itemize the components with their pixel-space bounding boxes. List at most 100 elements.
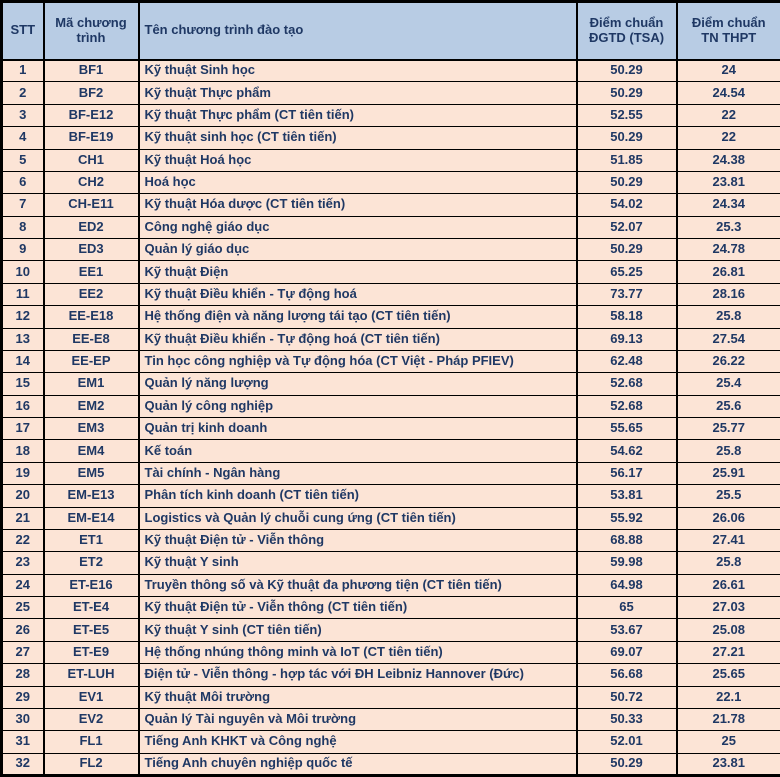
- table-row: 23 ET2 Kỹ thuật Y sinh 59.98 25.8: [0, 551, 780, 575]
- table-row: 2 BF2 Kỹ thuật Thực phẩm 50.29 24.54: [0, 81, 780, 105]
- cell-stt: 21: [0, 506, 45, 530]
- cell-score-thpt: 27.54: [675, 327, 780, 351]
- table-row: 3 BF-E12 Kỹ thuật Thực phẩm (CT tiên tiế…: [0, 103, 780, 128]
- table-row: 8 ED2 Công nghệ giáo dục 52.07 25.3: [0, 215, 780, 240]
- cell-stt: 31: [0, 730, 45, 754]
- cell-program-name: Hệ thống điện và năng lượng tái tạo (CT …: [137, 305, 578, 329]
- cell-stt: 20: [0, 484, 45, 508]
- cell-score-tsa: 56.68: [575, 663, 678, 687]
- cell-program-name: Kỹ thuật Điều khiển - Tự động hoá: [137, 282, 578, 307]
- cell-program-name: Kỹ thuật Điện: [137, 260, 578, 284]
- table-row: 29 EV1 Kỹ thuật Môi trường 50.72 22.1: [0, 685, 780, 709]
- cell-score-tsa: 50.29: [575, 752, 678, 777]
- table-row: 10 EE1 Kỹ thuật Điện 65.25 26.81: [0, 260, 780, 284]
- cell-stt: 5: [0, 148, 45, 172]
- cell-program-code: FL2: [42, 752, 140, 777]
- cell-score-thpt: 27.21: [675, 640, 780, 665]
- cell-score-thpt: 25.3: [675, 215, 780, 240]
- table-row: 14 EE-EP Tin học công nghiệp và Tự động …: [0, 349, 780, 374]
- cell-score-tsa: 55.65: [575, 416, 678, 441]
- cell-program-name: Quản trị kinh doanh: [137, 416, 578, 441]
- cell-score-tsa: 52.01: [575, 730, 678, 754]
- cell-score-thpt: 25.8: [675, 439, 780, 463]
- cell-score-thpt: 25.5: [675, 484, 780, 508]
- table-header: STT Mã chương trình Tên chương trình đào…: [0, 1, 780, 61]
- cell-stt: 28: [0, 663, 45, 687]
- cell-stt: 25: [0, 595, 45, 620]
- cell-score-thpt: 22: [675, 103, 780, 128]
- cell-stt: 8: [0, 215, 45, 240]
- cell-stt: 3: [0, 103, 45, 128]
- cell-stt: 23: [0, 551, 45, 575]
- table-row: 12 EE-E18 Hệ thống điện và năng lượng tá…: [0, 305, 780, 329]
- cell-program-code: ED3: [42, 237, 140, 262]
- cell-score-tsa: 50.33: [575, 707, 678, 732]
- table-row: 17 EM3 Quản trị kinh doanh 55.65 25.77: [0, 416, 780, 441]
- table-row: 5 CH1 Kỹ thuật Hoá học 51.85 24.38: [0, 148, 780, 172]
- cell-score-tsa: 50.72: [575, 685, 678, 709]
- table-row: 26 ET-E5 Kỹ thuật Y sinh (CT tiên tiến) …: [0, 618, 780, 642]
- cell-program-code: EM4: [42, 439, 140, 463]
- cell-program-name: Tin học công nghiệp và Tự động hóa (CT V…: [137, 349, 578, 374]
- cell-program-name: Quản lý năng lượng: [137, 372, 578, 396]
- cell-program-code: ET-E16: [42, 573, 140, 598]
- cell-stt: 30: [0, 707, 45, 732]
- cell-score-thpt: 25.4: [675, 372, 780, 396]
- cell-stt: 1: [0, 58, 45, 83]
- cell-score-tsa: 51.85: [575, 148, 678, 172]
- cell-score-tsa: 59.98: [575, 551, 678, 575]
- cell-score-tsa: 69.07: [575, 640, 678, 665]
- cell-stt: 26: [0, 618, 45, 642]
- cell-stt: 29: [0, 685, 45, 709]
- cell-score-tsa: 52.07: [575, 215, 678, 240]
- cell-program-code: EM2: [42, 394, 140, 419]
- table-row: 1 BF1 Kỹ thuật Sinh học 50.29 24: [0, 58, 780, 83]
- column-header-score-thpt: Điểm chuẩn TN THPT: [675, 1, 780, 61]
- cell-program-code: CH-E11: [42, 193, 140, 217]
- cell-score-tsa: 68.88: [575, 528, 678, 553]
- cell-stt: 10: [0, 260, 45, 284]
- cell-program-code: ET-E5: [42, 618, 140, 642]
- cell-program-code: ET-E4: [42, 595, 140, 620]
- cell-program-code: EE-EP: [42, 349, 140, 374]
- cell-program-code: EV1: [42, 685, 140, 709]
- cell-program-code: EE-E8: [42, 327, 140, 351]
- table-row: 25 ET-E4 Kỹ thuật Điện tử - Viễn thông (…: [0, 595, 780, 620]
- cell-score-thpt: 26.06: [675, 506, 780, 530]
- cell-program-name: Tiếng Anh KHKT và Công nghệ: [137, 730, 578, 754]
- cell-score-thpt: 25.91: [675, 461, 780, 486]
- cell-score-thpt: 24.34: [675, 193, 780, 217]
- cell-program-name: Hệ thống nhúng thông minh và IoT (CT tiê…: [137, 640, 578, 665]
- cell-score-tsa: 64.98: [575, 573, 678, 598]
- cell-program-name: Kế toán: [137, 439, 578, 463]
- cell-program-name: Tiếng Anh chuyên nghiệp quốc tế: [137, 752, 578, 777]
- cell-score-tsa: 50.29: [575, 81, 678, 105]
- table-row: 31 FL1 Tiếng Anh KHKT và Công nghệ 52.01…: [0, 730, 780, 754]
- cell-score-thpt: 26.61: [675, 573, 780, 598]
- cell-score-tsa: 50.29: [575, 170, 678, 195]
- cell-score-tsa: 69.13: [575, 327, 678, 351]
- cell-stt: 18: [0, 439, 45, 463]
- cell-score-tsa: 50.29: [575, 58, 678, 83]
- cell-stt: 22: [0, 528, 45, 553]
- cell-score-thpt: 27.41: [675, 528, 780, 553]
- cell-program-code: EE-E18: [42, 305, 140, 329]
- cell-program-name: Tài chính - Ngân hàng: [137, 461, 578, 486]
- table-row: 19 EM5 Tài chính - Ngân hàng 56.17 25.91: [0, 461, 780, 486]
- column-header-stt: STT: [0, 1, 45, 61]
- cell-stt: 14: [0, 349, 45, 374]
- cell-stt: 4: [0, 126, 45, 150]
- cell-score-tsa: 56.17: [575, 461, 678, 486]
- cell-program-name: Kỹ thuật Y sinh (CT tiên tiến): [137, 618, 578, 642]
- table-row: 27 ET-E9 Hệ thống nhúng thông minh và Io…: [0, 640, 780, 665]
- cell-stt: 15: [0, 372, 45, 396]
- cell-score-thpt: 22: [675, 126, 780, 150]
- column-header-name: Tên chương trình đào tạo: [137, 1, 578, 61]
- cell-stt: 19: [0, 461, 45, 486]
- cell-score-thpt: 25.6: [675, 394, 780, 419]
- cell-score-thpt: 27.03: [675, 595, 780, 620]
- cell-program-name: Kỹ thuật Hóa dược (CT tiên tiến): [137, 193, 578, 217]
- cell-stt: 16: [0, 394, 45, 419]
- cell-score-tsa: 52.68: [575, 394, 678, 419]
